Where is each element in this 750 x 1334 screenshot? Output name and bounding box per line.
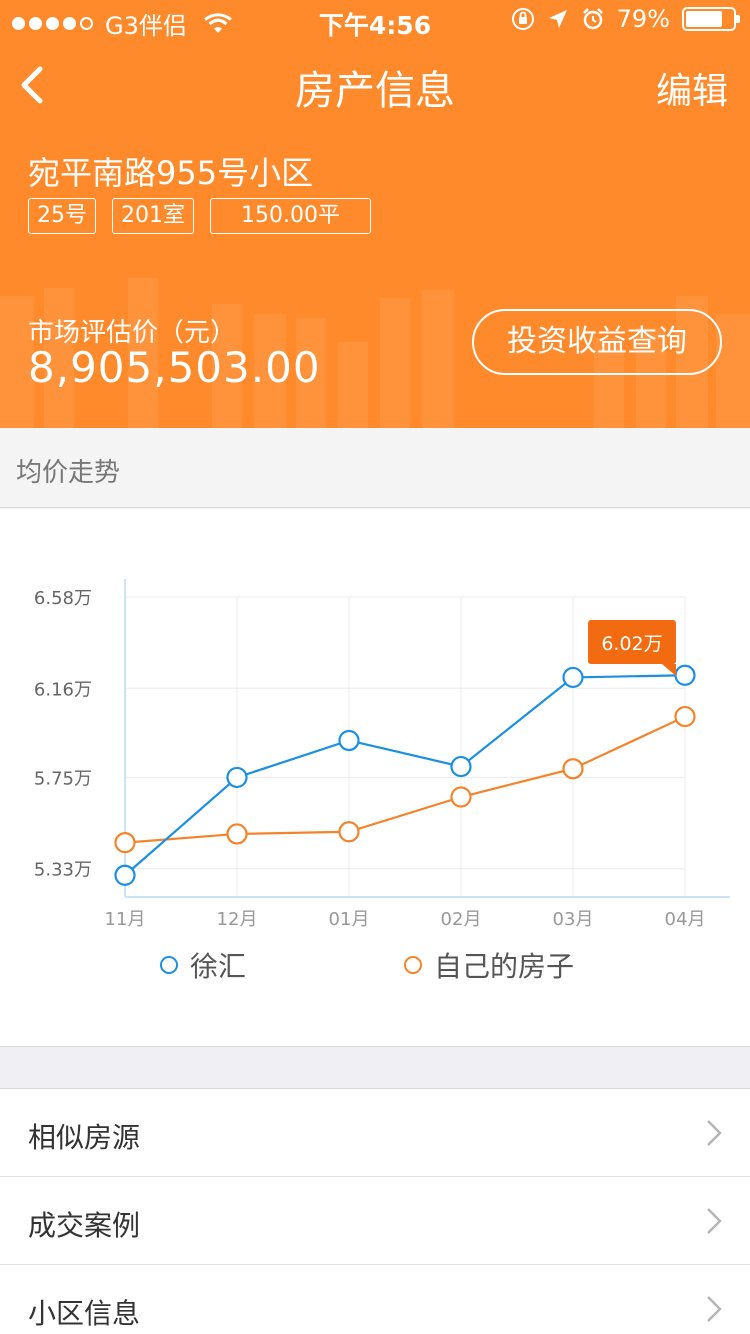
line-chart: 6.58万 6.16万 5.75万 5.33万 11月 12月 01月 02月 03月 04月 6.…: [34, 579, 730, 930]
legend-label: 自己的房子: [434, 950, 575, 983]
y-tick-label: 6.16万: [34, 679, 92, 700]
list-item-label: 相似房源: [28, 1121, 141, 1154]
x-tick-label: 11月: [105, 909, 146, 930]
battery-level-fill: [686, 11, 723, 27]
signal-dot: [63, 17, 76, 30]
alarm-icon: [582, 8, 603, 30]
carrier-name: G3伴侣: [105, 12, 187, 40]
x-tick-label: 04月: [665, 909, 706, 930]
y-tick-label: 6.58万: [34, 588, 92, 609]
data-point-1: [562, 758, 584, 780]
list-item-label: 小区信息: [28, 1297, 141, 1330]
signal-strength: G3伴侣: [12, 6, 233, 41]
x-tick-label: 12月: [217, 909, 258, 930]
status-time: 下午4:56: [318, 11, 432, 40]
signal-dot: [46, 17, 59, 30]
chevron-right-icon: [707, 1120, 722, 1146]
related-info-list: 相似房源 成交案例 小区信息: [0, 1088, 750, 1334]
list-item-similar-listings[interactable]: 相似房源: [0, 1089, 750, 1177]
signal-dot: [80, 17, 93, 30]
series-line-0: [124, 674, 686, 877]
data-point-0: [562, 666, 584, 689]
data-point-0: [226, 766, 248, 789]
status-right: 79%: [511, 5, 740, 33]
chevron-left-icon[interactable]: [12, 60, 56, 110]
battery-icon: [682, 7, 740, 31]
y-tick-label: 5.75万: [34, 768, 92, 789]
property-address: 宛平南路955号小区: [28, 154, 314, 192]
signal-dot: [12, 17, 25, 30]
data-point-0: [114, 864, 136, 886]
battery-percent: 79%: [616, 5, 670, 33]
data-point-1: [674, 705, 696, 728]
tooltip-pointer: [662, 664, 676, 676]
legend-item-own-house[interactable]: 自己的房子: [404, 945, 574, 985]
data-point-0: [674, 664, 696, 686]
list-item-label: 成交案例: [28, 1209, 141, 1242]
x-tick-label: 03月: [553, 909, 594, 930]
signal-dot: [29, 17, 42, 30]
legend-marker: [404, 956, 422, 974]
room-tag: 201室: [112, 198, 194, 234]
nav-bar: 房产信息 编辑: [0, 50, 750, 120]
chevron-right-icon: [707, 1296, 722, 1322]
rotation-lock-icon: [511, 8, 534, 30]
series-line-1: [124, 715, 686, 844]
data-point-1: [226, 823, 248, 845]
data-point-1: [450, 786, 472, 808]
tooltip-text: 6.02万: [601, 633, 662, 655]
tooltip-box: [588, 620, 676, 664]
status-bar: G3伴侣 下午4:56 79%: [0, 0, 750, 40]
x-tick-label: 01月: [329, 909, 370, 930]
y-tick-label: 5.33万: [34, 860, 92, 881]
edit-button[interactable]: 编辑: [655, 71, 728, 112]
valuation-label: 市场评估价（元）: [28, 318, 237, 348]
section-title: 均价走势: [16, 458, 121, 488]
x-tick-label: 02月: [441, 909, 482, 930]
location-arrow-icon: [548, 10, 567, 28]
data-point-0: [450, 755, 472, 778]
valuation-value: 8,905,503.00: [28, 343, 321, 392]
background-bars-decoration: [0, 0, 750, 428]
area-tag: 150.00平: [210, 198, 371, 234]
page-title: 房产信息: [295, 68, 455, 114]
data-point-1: [338, 821, 360, 843]
header: G3伴侣 下午4:56 79%: [0, 0, 750, 428]
list-item-community-info[interactable]: 小区信息: [0, 1265, 750, 1334]
legend-item-xuhui[interactable]: 徐汇: [160, 945, 246, 985]
list-item-transaction-cases[interactable]: 成交案例: [0, 1177, 750, 1265]
chart-legend: 徐汇 自己的房子: [0, 945, 750, 985]
price-trend-chart: 6.58万 6.16万 5.75万 5.33万 11月 12月 01月 02月 03月 04月 6.…: [0, 509, 750, 1047]
investment-return-button[interactable]: 投资收益查询: [472, 309, 722, 375]
wifi-icon: [203, 12, 232, 33]
property-tags: 25号 201室 150.00平: [28, 198, 371, 234]
chevron-right-icon: [707, 1208, 722, 1234]
trend-section-header: 均价走势: [0, 428, 750, 508]
data-point-0: [338, 729, 360, 752]
data-point-1: [114, 832, 136, 854]
building-tag: 25号: [28, 198, 96, 234]
legend-label: 徐汇: [190, 950, 247, 983]
legend-marker: [160, 956, 178, 974]
